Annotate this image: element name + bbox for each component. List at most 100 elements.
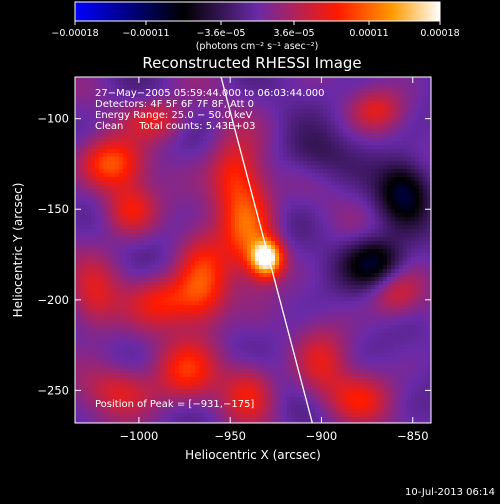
heatmap-cell [315,109,319,113]
heatmap-cell [203,269,207,273]
heatmap-cell [259,125,263,129]
heatmap-cell [215,161,219,165]
heatmap-cell [203,177,207,181]
heatmap-cell [159,153,163,157]
heatmap-cell [195,249,199,253]
heatmap-cell [219,133,223,137]
heatmap-cell [419,229,423,233]
heatmap-cell [83,189,87,193]
heatmap-cell [243,153,247,157]
heatmap-cell [347,97,351,101]
heatmap-cell [87,113,91,117]
heatmap-cell [339,257,343,261]
heatmap-cell [371,297,375,301]
heatmap-cell [279,185,283,189]
heatmap-cell [147,137,151,141]
heatmap-cell [403,97,407,101]
heatmap-cell [91,185,95,189]
heatmap-cell [99,169,103,173]
heatmap-cell [371,265,375,269]
heatmap-cell [263,221,267,225]
heatmap-cell [207,213,211,217]
heatmap-cell [287,145,291,149]
heatmap-cell [83,181,87,185]
heatmap-cell [295,249,299,253]
heatmap-cell [155,249,159,253]
heatmap-cell [423,141,427,145]
heatmap-cell [219,281,223,285]
heatmap-cell [135,265,139,269]
heatmap-cell [123,157,127,161]
heatmap-cell [347,77,351,81]
heatmap-cell [387,165,391,169]
heatmap-cell [131,265,135,269]
heatmap-cell [271,289,275,293]
heatmap-cell [287,109,291,113]
heatmap-cell [79,189,83,193]
heatmap-cell [115,157,119,161]
heatmap-cell [171,201,175,205]
heatmap-cell [179,297,183,301]
heatmap-cell [171,169,175,173]
heatmap-cell [311,269,315,273]
heatmap-cell [255,161,259,165]
heatmap-cell [195,137,199,141]
heatmap-cell [399,137,403,141]
heatmap-cell [375,281,379,285]
heatmap-cell [263,273,267,277]
heatmap-cell [175,185,179,189]
heatmap-cell [119,229,123,233]
heatmap-cell [79,97,83,101]
heatmap-cell [79,145,83,149]
heatmap-cell [147,153,151,157]
heatmap-cell [231,161,235,165]
heatmap-cell [403,289,407,293]
heatmap-cell [299,157,303,161]
heatmap-cell [403,197,407,201]
heatmap-cell [311,285,315,289]
heatmap-cell [155,281,159,285]
heatmap-cell [327,133,331,137]
heatmap-cell [355,269,359,273]
heatmap-cell [151,149,155,153]
heatmap-cell [175,273,179,277]
heatmap-cell [279,225,283,229]
heatmap-cell [215,201,219,205]
heatmap-cell [403,117,407,121]
heatmap-cell [407,297,411,301]
heatmap-cell [123,289,127,293]
heatmap-cell [75,89,79,93]
heatmap-cell [387,269,391,273]
heatmap-cell [199,77,203,81]
heatmap-cell [155,141,159,145]
heatmap-cell [87,205,91,209]
heatmap-cell [291,249,295,253]
heatmap-cell [243,217,247,221]
heatmap-cell [291,221,295,225]
heatmap-cell [155,185,159,189]
heatmap-cell [335,229,339,233]
heatmap-cell [187,229,191,233]
heatmap-cell [391,177,395,181]
heatmap-cell [83,89,87,93]
heatmap-cell [135,285,139,289]
heatmap-cell [283,129,287,133]
heatmap-cell [419,225,423,229]
heatmap-cell [379,81,383,85]
heatmap-cell [407,249,411,253]
heatmap-cell [383,177,387,181]
heatmap-cell [99,237,103,241]
heatmap-cell [175,169,179,173]
heatmap-cell [111,261,115,265]
heatmap-cell [235,261,239,265]
heatmap-cell [363,145,367,149]
heatmap-cell [363,193,367,197]
heatmap-cell [75,157,79,161]
heatmap-cell [391,245,395,249]
heatmap-cell [247,209,251,213]
heatmap-cell [111,185,115,189]
heatmap-cell [327,153,331,157]
heatmap-cell [199,185,203,189]
heatmap-cell [387,77,391,81]
heatmap-cell [231,217,235,221]
